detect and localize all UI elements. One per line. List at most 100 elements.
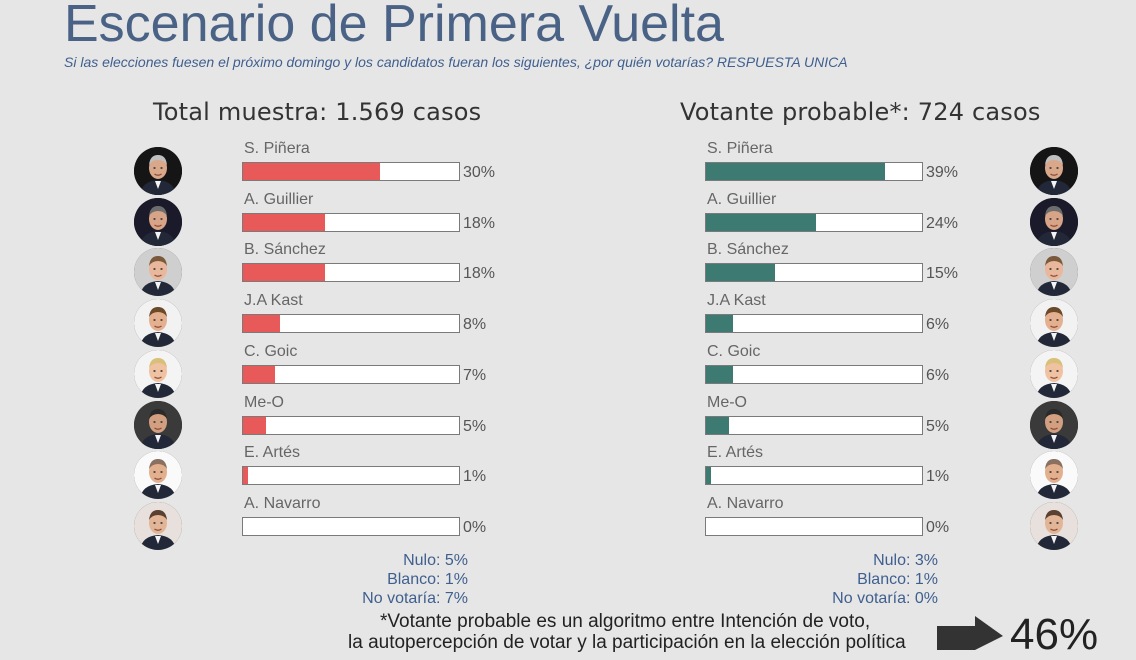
candidate-label: B. Sánchez xyxy=(244,241,326,259)
bar-row: A. Navarro 0% xyxy=(705,495,1136,545)
extra-blanco: Blanco: 1% xyxy=(857,571,938,588)
person-photo-icon xyxy=(134,349,182,398)
bar xyxy=(706,467,711,485)
extra-nulo: Nulo: 5% xyxy=(403,552,468,569)
candidate-label: E. Artés xyxy=(707,444,764,462)
value-label: 18% xyxy=(463,265,496,283)
total-sample-chart: S. Piñera 30% A. Guillier 18% B. Sánchez 18% J… xyxy=(242,140,702,560)
bar xyxy=(706,365,734,383)
extra-blanco: Blanco: 1% xyxy=(387,571,468,588)
person-photo-icon xyxy=(1030,501,1078,550)
bar-track xyxy=(242,314,460,334)
value-label: 6% xyxy=(926,316,950,334)
bar-row: E. Artés 1% xyxy=(242,444,702,494)
bar-row: A. Navarro 0% xyxy=(242,495,702,545)
candidate-label: A. Guillier xyxy=(244,190,314,208)
footnote-line-1: *Votante probable es un algoritmo entre … xyxy=(380,611,871,632)
value-label: 1% xyxy=(463,468,487,486)
candidate-label: A. Navarro xyxy=(244,494,321,512)
bar-row: A. Guillier 18% xyxy=(242,191,702,241)
value-label: 15% xyxy=(926,265,959,283)
candidate-label: C. Goic xyxy=(244,342,298,360)
bar xyxy=(243,467,248,485)
person-photo-icon xyxy=(1030,147,1078,195)
bar-row: B. Sánchez 15% xyxy=(705,241,1136,291)
value-label: 0% xyxy=(926,518,950,536)
extra-nulo: Nulo: 3% xyxy=(873,552,938,569)
question-subtitle: Si las elecciones fuesen el próximo domi… xyxy=(64,54,848,70)
person-photo-icon xyxy=(134,299,182,348)
bar xyxy=(243,163,381,180)
candidate-label: Me-O xyxy=(707,393,747,411)
candidate-label: A. Guillier xyxy=(707,190,777,208)
bar-track xyxy=(705,466,923,486)
bar xyxy=(243,365,276,383)
value-label: 24% xyxy=(926,214,959,232)
bar-track xyxy=(242,364,460,384)
person-photo-icon xyxy=(134,451,182,500)
candidate-label: C. Goic xyxy=(707,342,761,360)
person-photo-icon xyxy=(1030,400,1078,449)
bar xyxy=(706,213,816,231)
person-photo-icon xyxy=(1030,349,1078,398)
bar-track xyxy=(705,364,923,384)
bar xyxy=(706,416,729,434)
bar-row: Me-O 5% xyxy=(705,394,1136,444)
person-photo-icon xyxy=(134,501,182,550)
arrow-icon xyxy=(937,616,1003,650)
bar-row: C. Goic 7% xyxy=(242,343,702,393)
extra-no-votaria: No votaría: 0% xyxy=(832,590,938,607)
person-photo-icon xyxy=(134,248,182,297)
value-label: 5% xyxy=(463,417,487,435)
bar-track xyxy=(705,212,923,232)
bar-track xyxy=(242,516,460,536)
candidate-label: B. Sánchez xyxy=(707,241,789,259)
person-photo-icon xyxy=(1030,299,1078,348)
bar-row: C. Goic 6% xyxy=(705,343,1136,393)
person-photo-icon xyxy=(134,197,182,246)
bar xyxy=(243,416,266,434)
bar-row: S. Piñera 30% xyxy=(242,140,702,190)
total-sample-title: Total muestra: 1.569 casos xyxy=(153,98,482,126)
value-label: 0% xyxy=(463,518,487,536)
bar-track xyxy=(242,212,460,232)
probable-voter-extras: Nulo: 3% Blanco: 1% No votaría: 0% xyxy=(800,551,938,608)
bar-track xyxy=(242,263,460,283)
page-title: Escenario de Primera Vuelta xyxy=(64,0,724,53)
footnote-line-2: la autopercepción de votar y la particip… xyxy=(348,632,906,653)
bar-row: S. Piñera 39% xyxy=(705,140,1136,190)
value-label: 18% xyxy=(463,214,496,232)
value-label: 5% xyxy=(926,417,950,435)
bar xyxy=(706,315,734,333)
candidate-label: E. Artés xyxy=(244,444,301,462)
bar-row: A. Guillier 24% xyxy=(705,191,1136,241)
bar-row: J.A Kast 6% xyxy=(705,292,1136,342)
candidate-label: A. Navarro xyxy=(707,494,784,512)
bar-row: B. Sánchez 18% xyxy=(242,241,702,291)
candidate-label: Me-O xyxy=(244,393,284,411)
value-label: 7% xyxy=(463,366,487,384)
bar-track xyxy=(242,415,460,435)
probable-voter-chart: S. Piñera 39% A. Guillier 24% B. Sánchez 15% J… xyxy=(705,140,1136,560)
bar-row: E. Artés 1% xyxy=(705,444,1136,494)
candidate-label: S. Piñera xyxy=(707,140,773,157)
bar xyxy=(706,264,775,282)
person-photo-icon xyxy=(1030,248,1078,297)
bar-track xyxy=(705,516,923,536)
total-sample-extras: Nulo: 5% Blanco: 1% No votaría: 7% xyxy=(330,551,468,608)
value-label: 1% xyxy=(926,468,950,486)
person-photo-icon xyxy=(1030,197,1078,246)
candidate-label: J.A Kast xyxy=(244,292,303,310)
bar-row: Me-O 5% xyxy=(242,394,702,444)
value-label: 8% xyxy=(463,316,487,334)
candidate-label: S. Piñera xyxy=(244,140,310,157)
bar-track xyxy=(705,314,923,334)
bar-track xyxy=(242,466,460,486)
bar-track xyxy=(705,415,923,435)
value-label: 30% xyxy=(463,164,496,181)
person-photo-icon xyxy=(134,400,182,449)
candidate-label: J.A Kast xyxy=(707,292,766,310)
bar-track xyxy=(242,162,460,181)
extra-no-votaria: No votaría: 7% xyxy=(362,590,468,607)
value-label: 6% xyxy=(926,366,950,384)
